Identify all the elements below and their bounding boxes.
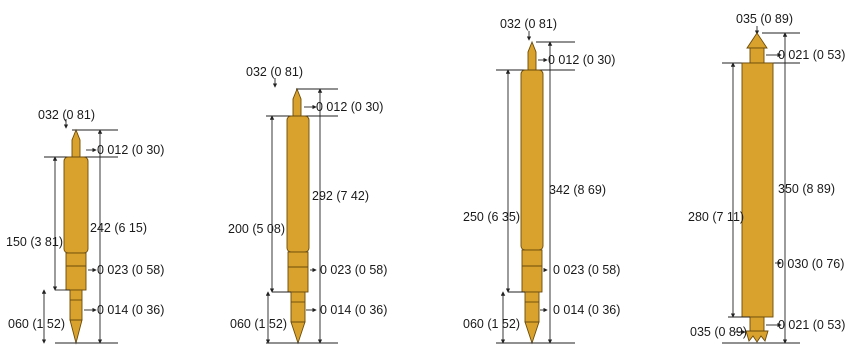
pin-3-barrel-length-label: 250 (6 35) [463,210,520,224]
pin-4-serrated-tip [745,330,769,343]
pin-3-barrel-diameter-label: 0 023 (0 58) [553,263,620,277]
pin-2-neck-diameter-label: 0 012 (0 30) [316,100,383,114]
pin-2-tail-length-label: 060 (1 52) [230,317,287,331]
pin-3: 032 (0 81) 0 012 (0 30) 342 (8 69) 250 (… [463,17,620,345]
pin-4-bottom-diameter-label: 035 (0 89) [690,325,747,339]
pin-2-overall-length-label: 292 (7 42) [312,189,369,203]
pin-1-tail [69,289,83,321]
pin-3-barrel-lower [521,249,543,293]
pin-4-neck [749,47,765,64]
pin-2-barrel-length-label: 200 (5 08) [228,222,285,236]
pin-1-barrel [63,156,89,254]
pin-2-tail-point [290,321,306,345]
pin-3-tail [524,291,540,323]
pin-3-barrel [520,69,544,251]
pin-4-overall-length-label: 350 (8 89) [778,182,835,196]
pin-2-tail [290,291,306,323]
pin-2-tip [292,87,302,117]
pin-1-barrel-length-label: 150 (3 81) [6,235,63,249]
pin-4-neck-diameter-label: 0 021 (0 53) [778,48,845,62]
pin-2-tail-diameter-label: 0 014 (0 36) [320,303,387,317]
pin-1-tip-diameter-label: 032 (0 81) [38,108,95,122]
pin-1-tail-diameter-label: 0 014 (0 36) [97,303,164,317]
pin-2-barrel-lower [287,251,309,293]
pin-2-barrel-diameter-label: 0 023 (0 58) [320,263,387,277]
pin-2-tip-diameter-label: 032 (0 81) [246,65,303,79]
pin-2: 032 (0 81) 0 012 (0 30) 292 (7 42) 200 (… [228,65,387,345]
pin-3-neck-diameter-label: 0 012 (0 30) [548,53,615,67]
pin-4-crown-tip [746,32,768,49]
pin-3-tail-point [524,321,540,345]
pin-4-barrel-diameter-label: 0 030 (0 76) [777,257,844,271]
pin-1: 032 (0 81) 0 012 (0 30) 242 (6 15) 150 (… [6,108,164,345]
pin-3-tail-diameter-label: 0 014 (0 36) [553,303,620,317]
pin-1-tail-length-label: 060 (1 52) [8,317,65,331]
pin-3-tip [527,40,537,71]
pin-1-barrel-lower [65,252,87,291]
pin-1-barrel-diameter-label: 0 023 (0 58) [97,263,164,277]
pin-1-neck-diameter-label: 0 012 (0 30) [97,143,164,157]
pin-3-overall-length-label: 342 (8 69) [549,183,606,197]
pin-4: 035 (0 89) 0 021 (0 53) 350 (8 89) 280 (… [688,12,845,344]
pin-1-overall-length-label: 242 (6 15) [90,221,147,235]
pin-4-tail-diameter-label: 0 021 (0 53) [778,318,845,332]
pin-2-barrel [286,115,310,253]
pin-4-barrel [741,62,774,318]
pin-4-tail [749,316,765,332]
pin-1-tip [71,128,81,158]
pin-4-barrel-length-label: 280 (7 11) [688,210,744,224]
pin-3-tail-length-label: 060 (1 52) [463,317,520,331]
pin-4-tip-diameter-label: 035 (0 89) [736,12,793,26]
pin-3-tip-diameter-label: 032 (0 81) [500,17,557,31]
pin-1-tail-point [69,319,83,345]
